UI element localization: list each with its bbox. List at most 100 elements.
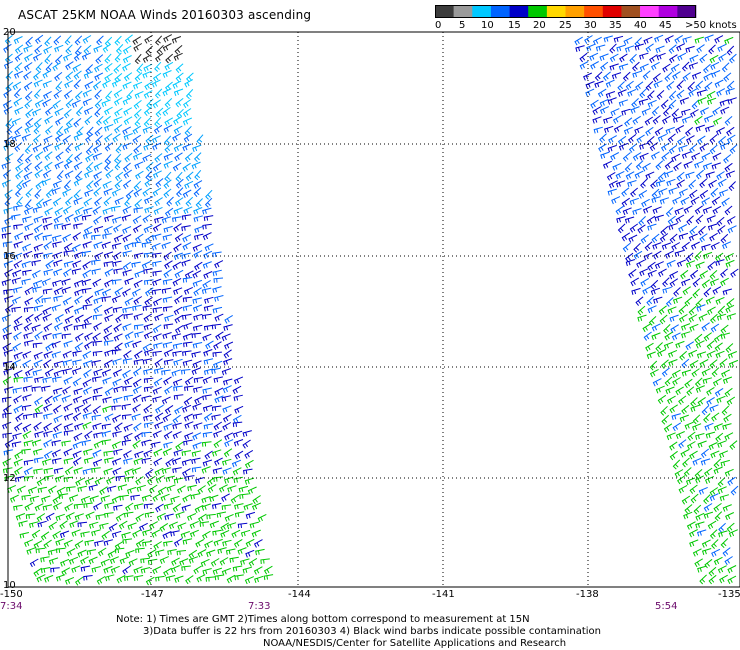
wind-barb xyxy=(93,241,103,250)
wind-barb xyxy=(114,197,124,206)
wind-barb xyxy=(694,160,704,169)
wind-barb xyxy=(583,72,593,81)
wind-barb xyxy=(9,494,19,503)
wind-barb xyxy=(133,313,143,321)
wind-barb xyxy=(659,197,670,205)
wind-barb xyxy=(34,331,43,341)
wind-barb xyxy=(82,468,93,475)
wind-barb xyxy=(80,495,91,504)
legend-swatch xyxy=(677,5,697,18)
wind-barb xyxy=(74,295,83,305)
wind-barb xyxy=(82,396,92,405)
wind-barb xyxy=(182,162,191,172)
wind-barb xyxy=(133,367,142,377)
wind-barb xyxy=(647,90,655,101)
wind-barb xyxy=(592,106,602,115)
wind-barb xyxy=(684,504,693,514)
wind-barb xyxy=(255,548,265,556)
wind-barb xyxy=(43,351,53,359)
wind-barb xyxy=(62,233,72,243)
wind-barb xyxy=(661,414,670,425)
wind-barb xyxy=(202,279,211,289)
wind-barb xyxy=(50,567,60,573)
wind-barb xyxy=(111,457,122,466)
wind-barb xyxy=(707,261,716,271)
wind-barb xyxy=(220,522,230,532)
wind-barb xyxy=(639,63,649,72)
time-label-middle: 7:33 xyxy=(248,601,271,612)
wind-barb xyxy=(153,342,163,350)
wind-barb xyxy=(21,278,31,286)
note-line-1: Note: 1) Times are GMT 2)Times along bot… xyxy=(116,614,530,625)
wind-barb xyxy=(232,385,242,395)
wind-barb xyxy=(712,106,721,116)
wind-barb xyxy=(133,296,143,305)
wind-barb xyxy=(82,412,93,420)
wind-barb xyxy=(599,98,609,107)
wind-barb xyxy=(112,467,122,476)
wind-barb xyxy=(168,521,178,530)
wind-barb xyxy=(132,224,142,234)
legend-swatch xyxy=(621,5,641,18)
wind-barb xyxy=(194,261,203,271)
wind-barb xyxy=(111,79,121,88)
wind-barb xyxy=(163,323,174,330)
lon-label-144: -144 xyxy=(288,589,311,600)
wind-barb xyxy=(686,386,695,396)
wind-barb xyxy=(193,422,203,430)
wind-barb xyxy=(13,241,23,249)
wind-barb xyxy=(132,340,142,349)
wind-barb xyxy=(22,269,32,276)
wind-barb xyxy=(182,404,192,413)
wind-barb xyxy=(195,539,205,548)
wind-barbs-layer xyxy=(1,34,739,586)
wind-barb xyxy=(101,241,111,249)
wind-barb xyxy=(708,44,716,55)
wind-barb xyxy=(174,314,184,324)
wind-barb xyxy=(689,225,698,236)
wind-barb xyxy=(213,430,223,438)
wind-barb xyxy=(22,385,33,392)
wind-barb xyxy=(74,404,84,413)
wind-barb xyxy=(242,430,252,438)
wind-barb xyxy=(104,314,114,323)
wind-barb xyxy=(717,565,727,574)
wind-barb xyxy=(660,99,669,110)
wind-barb xyxy=(142,153,152,163)
wind-barb xyxy=(181,450,192,456)
wind-barb xyxy=(71,529,81,537)
wind-barb xyxy=(165,458,174,468)
wind-barb xyxy=(192,304,203,312)
wind-barb xyxy=(173,207,183,215)
wind-barb xyxy=(73,387,83,396)
wind-barb xyxy=(103,332,113,342)
wind-barb xyxy=(203,324,214,331)
wind-barb xyxy=(114,52,122,63)
wind-barb xyxy=(61,286,71,294)
wind-barb xyxy=(173,88,184,97)
wind-barb xyxy=(33,567,42,577)
wind-barb xyxy=(701,368,711,377)
wind-barb xyxy=(189,529,199,538)
wind-barb xyxy=(647,269,657,278)
wind-barb xyxy=(727,351,737,359)
wind-barb xyxy=(40,556,50,563)
wind-barb xyxy=(210,558,220,567)
wind-barb xyxy=(667,395,676,405)
wind-barb xyxy=(152,333,162,342)
wind-barb xyxy=(2,412,12,419)
wind-barb xyxy=(201,441,212,447)
wind-barb xyxy=(245,549,255,558)
wind-barb xyxy=(104,63,113,73)
wind-barb xyxy=(44,368,54,378)
wind-barb xyxy=(102,207,112,215)
wind-barb xyxy=(589,52,599,61)
wind-barb xyxy=(135,513,145,523)
wind-barb xyxy=(152,386,162,395)
wind-barb xyxy=(161,216,172,224)
wind-barb xyxy=(173,477,184,484)
wind-barb xyxy=(627,180,637,188)
wind-barb xyxy=(242,566,252,574)
wind-barb xyxy=(171,557,180,566)
wind-barb xyxy=(93,296,103,305)
